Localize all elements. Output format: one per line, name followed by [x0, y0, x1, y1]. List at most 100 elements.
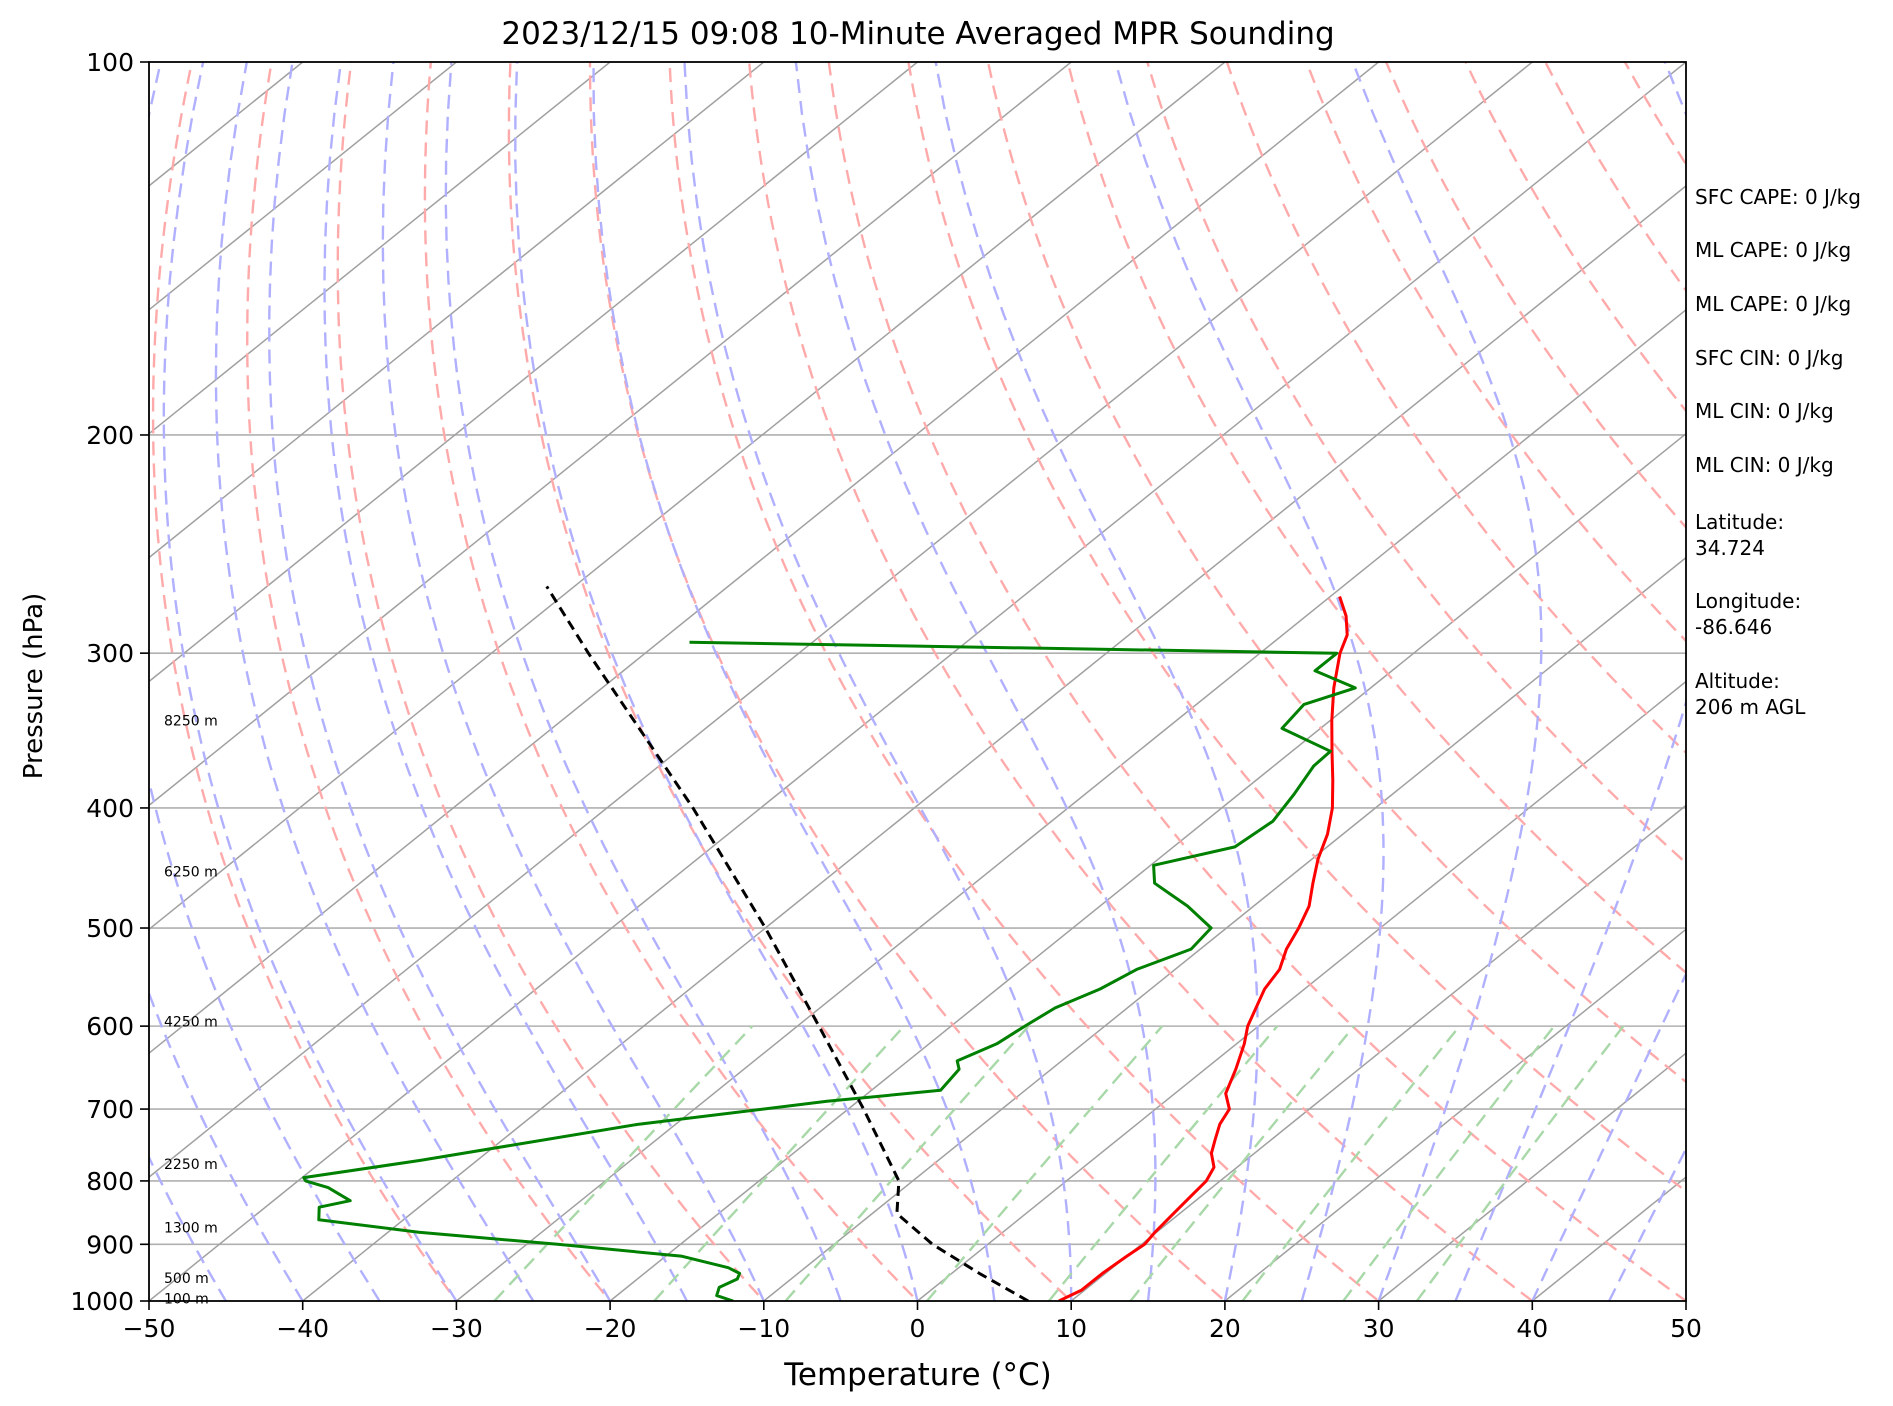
isotherm-line: [149, 62, 1380, 1055]
dry-adiabat-line: [507, 62, 1073, 1301]
isotherm-line: [149, 62, 457, 311]
moist-adiabat-line: [514, 62, 919, 1301]
sounding-series-1: [302, 640, 1357, 1301]
ml-cape-stat: ML CAPE: 0 J/kg: [1695, 238, 1852, 262]
height-label: 1300 m: [164, 1220, 218, 1236]
moist-adiabat-line: [592, 62, 996, 1301]
x-tick-label: 40: [1516, 1314, 1548, 1343]
ml-cin-stat: ML CIN: 0 J/kg: [1695, 399, 1834, 423]
isotherm-line: [149, 62, 765, 559]
longitude-label: Longitude:: [1695, 589, 1802, 613]
isotherm-line: [1224, 928, 1686, 1301]
y-tick-label: 600: [86, 1012, 134, 1041]
mixing-ratio-line: [653, 1025, 905, 1301]
dry-adiabat-line: [747, 62, 1535, 1301]
moist-adiabat-line: [1608, 1146, 1686, 1301]
dry-adiabat-line: [1066, 62, 1686, 975]
mixing-ratio-line: [1129, 1025, 1356, 1301]
dry-adiabat-line: [1146, 62, 1686, 865]
isotherm-line: [149, 62, 918, 683]
x-tick-label: 10: [1055, 1314, 1087, 1343]
dry-adiabat-line: [907, 62, 1686, 1193]
x-tick-label: −40: [276, 1314, 329, 1343]
x-tick-label: 30: [1363, 1314, 1395, 1343]
chart-title: 2023/12/15 09:08 10-Minute Averaged MPR …: [501, 16, 1334, 52]
y-axis-label: Pressure (hPa): [19, 593, 49, 780]
height-label: 2250 m: [164, 1157, 218, 1173]
y-tick-label: 900: [86, 1230, 134, 1259]
dry-adiabat-line: [588, 62, 1227, 1301]
x-tick-label: −50: [123, 1314, 176, 1343]
isotherm-line: [149, 62, 1072, 807]
moist-adiabat-line: [381, 62, 765, 1301]
background-grid: [149, 62, 1686, 1301]
y-tick-label: 100: [86, 48, 134, 77]
isotherm-line: [149, 62, 1226, 931]
moist-adiabat-line: [1531, 971, 1686, 1301]
height-label: 6250 m: [164, 864, 218, 880]
isotherm-line: [149, 62, 1533, 1179]
sounding-traces: [302, 585, 1357, 1301]
isotherm-line: [149, 62, 611, 435]
ml-cin-stat-2: ML CIN: 0 J/kg: [1695, 453, 1834, 477]
isotherm-line: [302, 184, 1686, 1301]
x-axis-label: Temperature (°C): [783, 1357, 1052, 1393]
height-label: 4250 m: [164, 1015, 218, 1031]
y-tick-label: 400: [86, 794, 134, 823]
y-tick-label: 500: [86, 914, 134, 943]
height-labels: 8250 m 6250 m 4250 m 2250 m 1300 m 500 m 100 m: [164, 714, 218, 1308]
x-tick-label: −20: [584, 1314, 637, 1343]
moist-adiabat-line: [1114, 62, 1385, 1301]
sounding-series-2: [545, 585, 1029, 1301]
x-tick-label: −30: [430, 1314, 483, 1343]
mixing-ratio-line: [493, 1025, 754, 1301]
y-tick-label: 700: [86, 1095, 134, 1124]
mixing-ratio-line: [1342, 1025, 1556, 1301]
x-tick-label: 50: [1670, 1314, 1702, 1343]
isotherm-line: [1378, 1052, 1686, 1301]
mixing-ratio-line: [1415, 1025, 1625, 1301]
moist-adiabat-line: [1351, 62, 1543, 1301]
dry-adiabat-line: [423, 62, 920, 1301]
height-label: 8250 m: [164, 714, 218, 730]
mixing-ratio-line: [1047, 1025, 1279, 1301]
mixing-ratio-line: [784, 1025, 1030, 1301]
x-tick-label: −10: [737, 1314, 790, 1343]
moist-adiabat-line: [149, 1154, 227, 1301]
x-tick-label: 20: [1209, 1314, 1241, 1343]
dry-adiabat-line: [986, 62, 1686, 1084]
latitude-value: 34.724: [1695, 536, 1765, 560]
isotherm-line: [609, 432, 1686, 1301]
moist-adiabat-line: [444, 62, 842, 1301]
moist-adiabat-line: [268, 62, 612, 1301]
moist-adiabat-line: [683, 62, 1073, 1301]
height-label: 500 m: [164, 1271, 209, 1287]
altitude-label: Altitude:: [1695, 669, 1780, 693]
dry-adiabat-line: [1305, 62, 1686, 643]
axes: −50 −40 −30 −20 −10 0 10 20 30 40 50 100 200 300 400 50…: [70, 48, 1702, 1343]
dry-adiabat-line: [336, 62, 766, 1301]
sfc-cin-stat: SFC CIN: 0 J/kg: [1695, 346, 1844, 370]
height-label: 100 m: [164, 1291, 209, 1307]
dry-adiabat-line: [151, 62, 458, 1301]
moist-adiabat-line: [149, 62, 381, 1301]
dry-adiabat-line: [1225, 62, 1686, 755]
isotherm-line: [917, 680, 1686, 1301]
latitude-label: Latitude:: [1695, 510, 1785, 534]
mixing-ratio-line: [1241, 1025, 1461, 1301]
isotherm-line: [1070, 804, 1686, 1301]
x-tick-label: 0: [910, 1314, 926, 1343]
sfc-cape-stat: SFC CAPE: 0 J/kg: [1695, 185, 1861, 209]
y-tick-label: 800: [86, 1167, 134, 1196]
moist-adiabat-line: [1454, 62, 1686, 1301]
isotherm-line: [149, 62, 1686, 1301]
isotherm-line: [763, 556, 1686, 1301]
dry-adiabat-line: [245, 62, 612, 1301]
isotherm-line: [455, 308, 1686, 1301]
moist-adiabat-line: [934, 62, 1259, 1301]
moist-adiabat-line: [323, 62, 688, 1301]
mixing-ratio-line: [925, 1025, 1164, 1301]
ml-cape-stat-2: ML CAPE: 0 J/kg: [1695, 292, 1852, 316]
moist-adiabat-line: [149, 989, 304, 1301]
